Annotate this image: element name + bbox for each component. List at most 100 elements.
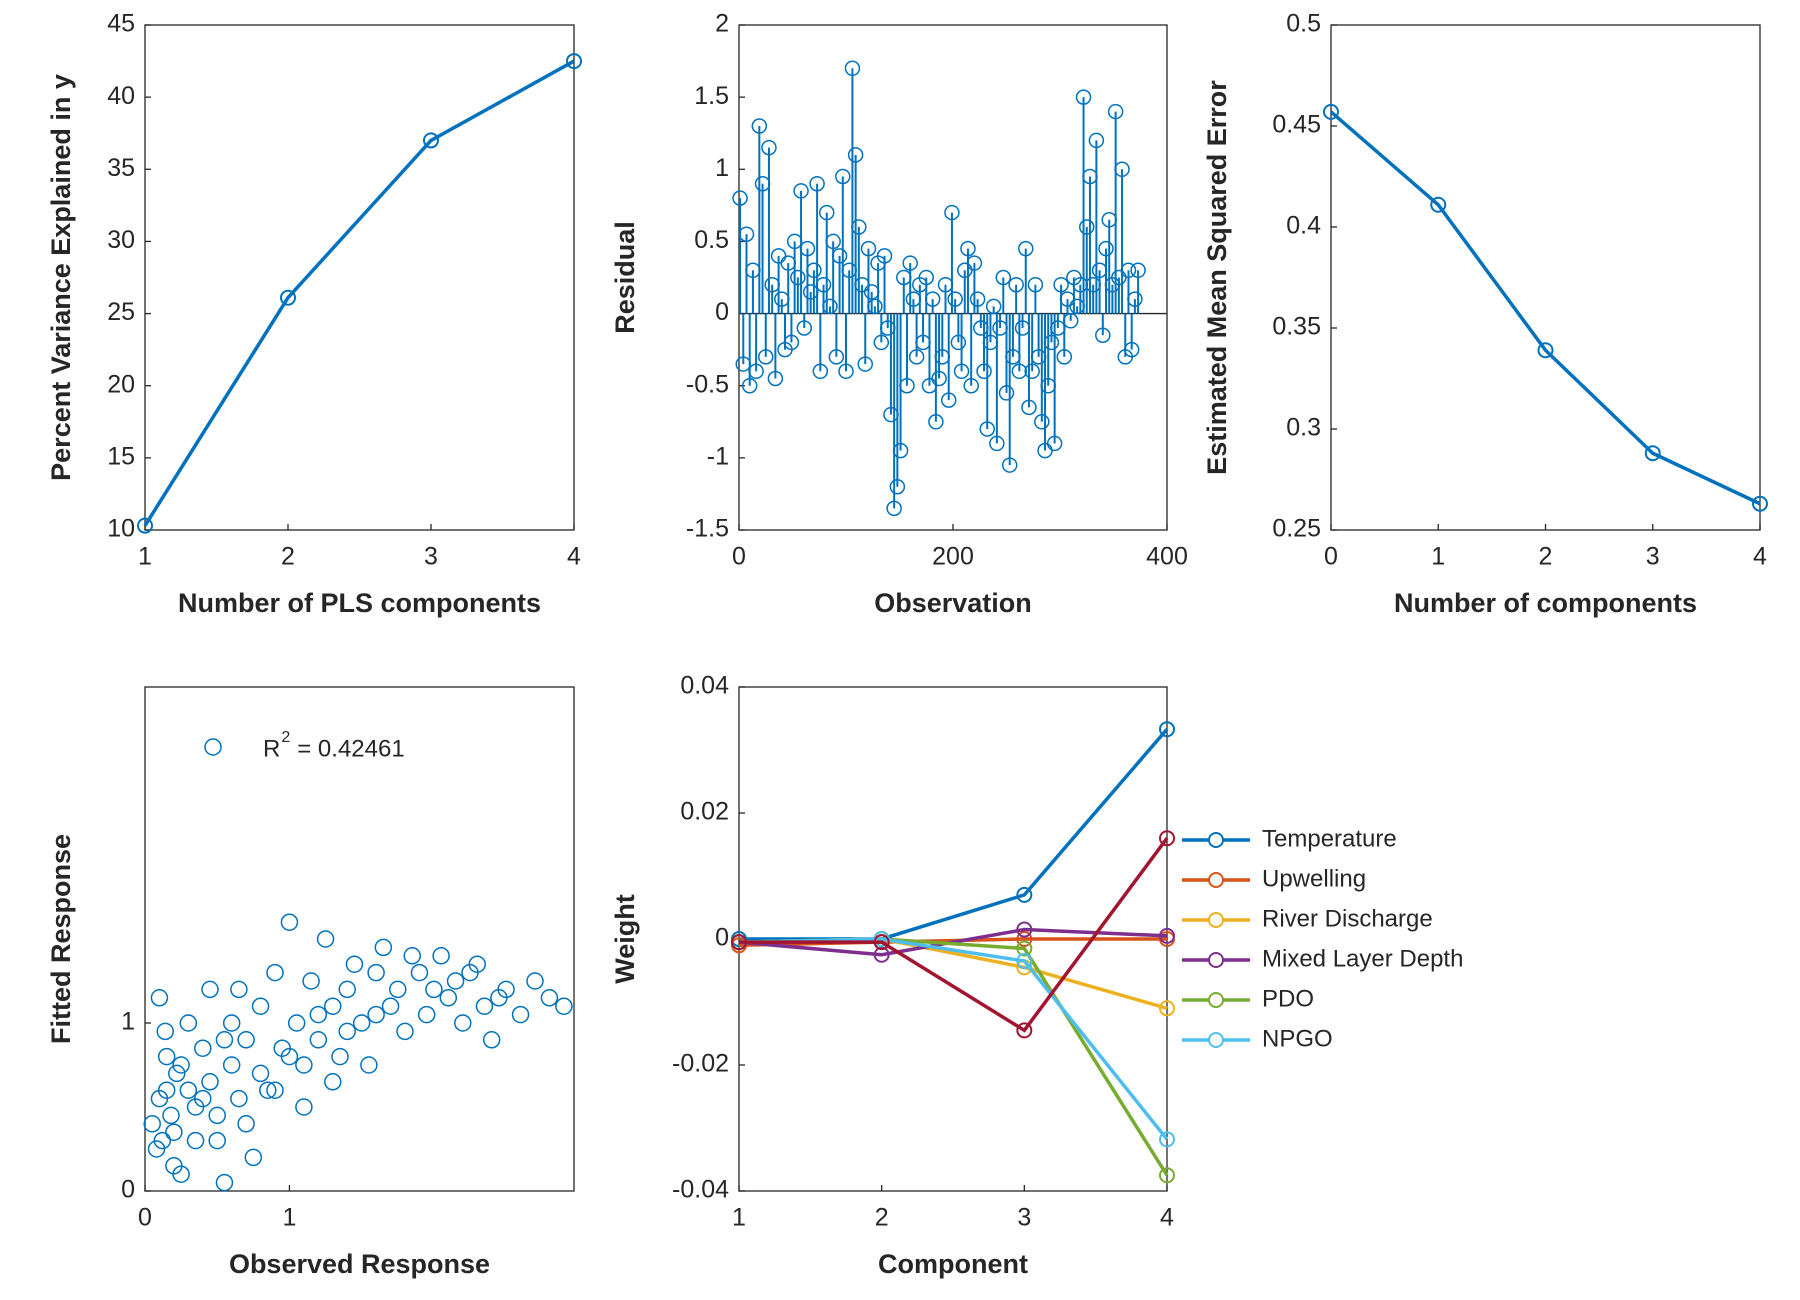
- y-tick-label: 0.04: [680, 672, 729, 700]
- stem-marker: [1107, 103, 1124, 120]
- marker: [1752, 495, 1768, 512]
- y-axis-label: Estimated Mean Squared Error: [1202, 80, 1232, 475]
- point: [316, 930, 335, 948]
- stem-marker: [822, 298, 838, 315]
- point: [374, 938, 393, 957]
- stem-marker: [751, 118, 768, 134]
- stem-marker: [989, 435, 1005, 452]
- point: [287, 1014, 306, 1032]
- point: [338, 980, 356, 999]
- legend-label: Mixed Layer Depth: [1262, 945, 1463, 972]
- point: [511, 1005, 530, 1024]
- legend-marker: [1208, 872, 1224, 888]
- stem-marker: [767, 370, 784, 387]
- x-tick-label: 2: [281, 543, 295, 571]
- y-tick-label: 0: [121, 1176, 135, 1204]
- point: [162, 1106, 180, 1125]
- point: [251, 1064, 270, 1083]
- axes-box: [1330, 24, 1761, 531]
- y-tick-label: 0.3: [1286, 414, 1321, 442]
- stem-marker: [876, 248, 893, 264]
- stem-marker: [806, 262, 822, 279]
- stem-marker: [953, 363, 970, 380]
- stem-marker: [960, 240, 976, 257]
- point: [490, 989, 508, 1007]
- y-tick-label: 0.4: [1286, 212, 1321, 240]
- point: [172, 1056, 190, 1074]
- point: [324, 1073, 342, 1091]
- point: [179, 1081, 198, 1099]
- point: [201, 1073, 219, 1091]
- point: [446, 972, 465, 990]
- stem-marker: [1027, 276, 1044, 293]
- point: [352, 1014, 371, 1032]
- point: [237, 1115, 255, 1133]
- subplot: -1.5 -1 -0.5 0 0.5 1 1.5 2 0 200 400 Observation Res…: [610, 10, 1188, 619]
- stem-marker: [1098, 240, 1114, 257]
- marker: [1016, 940, 1033, 957]
- point: [475, 997, 494, 1015]
- y-tick-label: -1.5: [686, 515, 729, 543]
- stem-marker: [931, 370, 947, 387]
- stem-marker: [950, 334, 967, 351]
- x-tick-label: 4: [1753, 543, 1767, 571]
- point: [309, 1005, 328, 1024]
- stem-marker: [741, 377, 758, 394]
- stem-marker: [889, 478, 906, 495]
- point: [367, 963, 385, 982]
- line: [143, 59, 575, 527]
- legend-text: = 0.42461: [297, 735, 404, 762]
- y-axis-label: Residual: [610, 221, 640, 334]
- y-tick-label: 0.35: [1272, 313, 1321, 341]
- stem-marker: [873, 334, 890, 351]
- y-tick-label: 0.25: [1272, 515, 1321, 543]
- stem-marker: [995, 269, 1012, 286]
- stem-marker: [847, 147, 864, 163]
- point: [410, 963, 429, 982]
- point: [259, 1081, 277, 1099]
- stem-marker: [1001, 457, 1018, 473]
- marker: [1016, 921, 1033, 938]
- marker: [873, 934, 890, 951]
- x-tick-label: 4: [567, 543, 581, 571]
- point: [540, 989, 559, 1007]
- stem-marker: [940, 392, 957, 408]
- stem-marker: [825, 233, 841, 250]
- point: [302, 972, 320, 990]
- legend-marker: [1208, 952, 1224, 968]
- marker: [1159, 1167, 1175, 1184]
- point: [381, 997, 400, 1015]
- stem-marker: [796, 320, 813, 336]
- stem-marker: [831, 248, 848, 264]
- stem-marker: [738, 226, 755, 242]
- point: [186, 1131, 205, 1150]
- y-tick-label: 30: [107, 226, 135, 254]
- stem-marker: [799, 240, 816, 257]
- x-axis-label: Observation: [874, 588, 1032, 618]
- stem-marker: [1011, 363, 1028, 380]
- point: [150, 989, 169, 1007]
- x-tick-label: 3: [424, 543, 438, 571]
- point: [280, 1047, 299, 1066]
- y-tick-label: 0: [715, 298, 729, 326]
- subplot: 0 1 0 1 Observed Response Fitted Response R 2 = …: [46, 686, 575, 1279]
- y-tick-label: 35: [107, 154, 135, 182]
- stem-marker: [1034, 414, 1050, 430]
- y-tick-label: 25: [107, 298, 135, 326]
- stem-marker: [899, 377, 915, 394]
- point: [555, 997, 573, 1015]
- stem-marker: [1046, 435, 1063, 452]
- point: [526, 972, 544, 990]
- marker: [873, 946, 890, 963]
- stem-marker: [969, 291, 986, 307]
- y-tick-label: 0.02: [680, 798, 729, 826]
- legend-label: Upwelling: [1262, 865, 1366, 892]
- stem-marker: [844, 60, 861, 77]
- stem-marker: [1095, 327, 1111, 343]
- x-axis-label: Component: [878, 1249, 1028, 1279]
- x-tick-label: 200: [932, 543, 974, 571]
- stem-marker: [902, 255, 918, 271]
- stem-marker: [1075, 89, 1092, 105]
- x-tick-label: 0: [732, 543, 746, 571]
- point: [208, 1131, 226, 1150]
